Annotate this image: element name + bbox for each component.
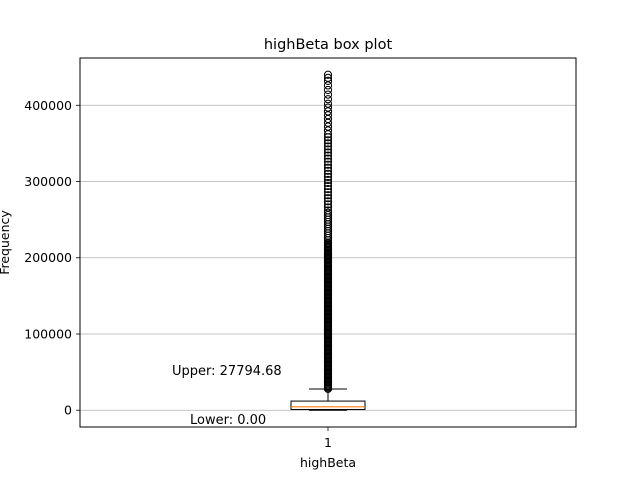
outlier-point xyxy=(323,148,333,157)
y-axis-label: Frequency xyxy=(0,210,12,275)
axis-ticks: 0 100000 200000 300000 400000 1 xyxy=(24,98,332,450)
outlier-point xyxy=(323,151,333,160)
outlier-point xyxy=(323,95,333,104)
lower-annotation: Lower: 0.00 xyxy=(190,413,266,428)
outlier-point xyxy=(323,145,333,154)
outlier-point xyxy=(323,206,333,215)
outlier-point xyxy=(323,203,333,212)
y-tick-label: 100000 xyxy=(24,326,72,341)
outlier-point xyxy=(323,197,333,206)
outlier-point xyxy=(323,169,333,178)
y-tick-label: 400000 xyxy=(24,98,72,113)
outlier-points xyxy=(323,70,333,393)
outlier-point xyxy=(323,166,333,175)
outlier-point xyxy=(323,163,333,172)
outlier-point xyxy=(323,142,333,151)
outlier-point xyxy=(323,178,333,188)
outlier-point xyxy=(323,154,333,163)
outlier-point xyxy=(323,157,333,166)
outlier-point xyxy=(323,103,333,112)
upper-annotation: Upper: 27794.68 xyxy=(172,364,282,379)
interquartile-box xyxy=(290,400,366,410)
outlier-point xyxy=(323,194,333,203)
outlier-point xyxy=(323,76,333,85)
outlier-point xyxy=(323,172,333,182)
y-tick-label: 0 xyxy=(64,403,72,418)
outlier-point xyxy=(323,73,333,82)
outlier-point xyxy=(323,208,333,217)
outlier-point xyxy=(323,160,333,169)
chart-title: highBeta box plot xyxy=(264,37,393,53)
outlier-point xyxy=(323,136,333,145)
outlier-point xyxy=(323,175,333,185)
outlier-point xyxy=(323,85,333,95)
box-group xyxy=(290,388,366,411)
outlier-point xyxy=(323,90,333,99)
outlier-point xyxy=(323,139,333,148)
outlier-point xyxy=(323,181,333,191)
outlier-point xyxy=(323,191,333,200)
y-tick-label: 300000 xyxy=(24,174,72,189)
x-axis-label: highBeta xyxy=(300,455,356,470)
outlier-point xyxy=(323,200,333,209)
outlier-point xyxy=(323,70,333,79)
outlier-point xyxy=(323,185,333,194)
y-tick-label: 200000 xyxy=(24,250,72,265)
outlier-point xyxy=(323,188,333,197)
outlier-point xyxy=(323,99,333,108)
x-tick-label: 1 xyxy=(324,435,332,450)
